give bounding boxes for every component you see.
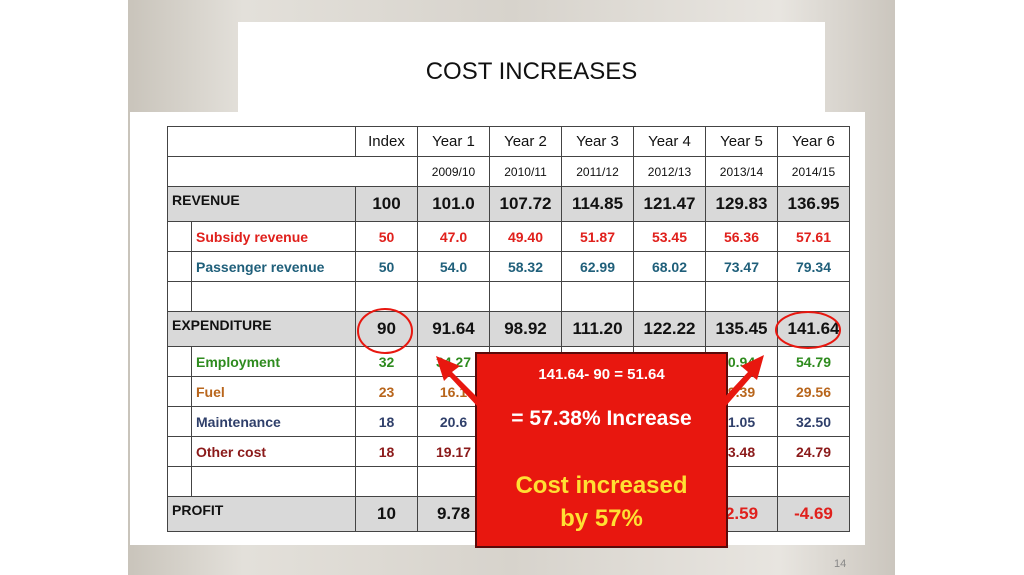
column-header: Year 3 bbox=[561, 126, 634, 157]
row-label: Other cost bbox=[191, 436, 356, 467]
date-header: 2010/11 bbox=[489, 156, 562, 187]
value-cell: 62.99 bbox=[561, 251, 634, 282]
callout-formula: 141.64- 90 = 51.64 bbox=[538, 366, 665, 383]
value-cell: 58.32 bbox=[489, 251, 562, 282]
value-cell: 32.50 bbox=[777, 406, 850, 437]
cell bbox=[705, 281, 778, 312]
cell bbox=[167, 126, 356, 157]
cell bbox=[167, 156, 418, 187]
title-area bbox=[238, 22, 825, 117]
value-cell: 47.0 bbox=[417, 221, 490, 252]
value-cell: 23 bbox=[355, 376, 418, 407]
cell bbox=[777, 466, 850, 497]
value-cell: 68.02 bbox=[633, 251, 706, 282]
column-header: Year 5 bbox=[705, 126, 778, 157]
callout-conclusion: Cost increased by 57% bbox=[477, 469, 726, 535]
value-cell: -4.69 bbox=[777, 496, 850, 532]
date-header: 2011/12 bbox=[561, 156, 634, 187]
cell bbox=[191, 281, 356, 312]
cell bbox=[561, 281, 634, 312]
value-cell: 50 bbox=[355, 251, 418, 282]
callout-box: 141.64- 90 = 51.64 = 57.38% Increase Cos… bbox=[475, 352, 728, 548]
cell bbox=[167, 376, 192, 407]
cell bbox=[167, 466, 192, 497]
value-cell: 107.72 bbox=[489, 186, 562, 222]
value-cell: 50 bbox=[355, 221, 418, 252]
value-cell: 29.56 bbox=[777, 376, 850, 407]
cell bbox=[777, 281, 850, 312]
date-header: 2014/15 bbox=[777, 156, 850, 187]
row-label: Maintenance bbox=[191, 406, 356, 437]
row-label: Fuel bbox=[191, 376, 356, 407]
cell bbox=[167, 436, 192, 467]
column-header: Year 4 bbox=[633, 126, 706, 157]
value-cell: 18 bbox=[355, 436, 418, 467]
column-header: Year 2 bbox=[489, 126, 562, 157]
value-cell: 129.83 bbox=[705, 186, 778, 222]
row-label: EXPENDITURE bbox=[167, 311, 356, 347]
table-row: REVENUE 100 101.0 107.72 114.85 121.47 129.83 1… bbox=[167, 186, 850, 222]
value-cell: 122.22 bbox=[633, 311, 706, 347]
conclusion-line: Cost increased bbox=[515, 472, 688, 499]
value-cell: 79.34 bbox=[777, 251, 850, 282]
value-cell: 32 bbox=[355, 346, 418, 377]
date-header: 2012/13 bbox=[633, 156, 706, 187]
row-label: Subsidy revenue bbox=[191, 221, 356, 252]
value-cell: 73.47 bbox=[705, 251, 778, 282]
cell bbox=[167, 346, 192, 377]
column-header: Year 6 bbox=[777, 126, 850, 157]
page-number: 14 bbox=[834, 558, 847, 570]
value-cell: 53.45 bbox=[633, 221, 706, 252]
cell bbox=[167, 406, 192, 437]
value-cell: 90 bbox=[355, 311, 418, 347]
value-cell: 57.61 bbox=[777, 221, 850, 252]
value-cell: 54.0 bbox=[417, 251, 490, 282]
row-label: REVENUE bbox=[167, 186, 356, 222]
table-row: Subsidy revenue 50 47.0 49.40 51.87 53.45 56.3… bbox=[167, 221, 850, 252]
row-label: PROFIT bbox=[167, 496, 356, 532]
value-cell: 101.0 bbox=[417, 186, 490, 222]
value-cell: 135.45 bbox=[705, 311, 778, 347]
dates-row: 2009/10 2010/11 2011/12 2012/13 2013/14 2014/… bbox=[167, 156, 850, 187]
date-header: 2009/10 bbox=[417, 156, 490, 187]
table-row: EXPENDITURE 90 91.64 98.92 111.20 122.22 135.4… bbox=[167, 311, 850, 347]
value-cell: 51.87 bbox=[561, 221, 634, 252]
value-cell: 114.85 bbox=[561, 186, 634, 222]
value-cell: 141.64 bbox=[777, 311, 850, 347]
value-cell: 111.20 bbox=[561, 311, 634, 347]
value-cell: 121.47 bbox=[633, 186, 706, 222]
cell bbox=[167, 221, 192, 252]
table-row bbox=[167, 281, 850, 312]
value-cell: 54.79 bbox=[777, 346, 850, 377]
value-cell: 136.95 bbox=[777, 186, 850, 222]
cell bbox=[417, 281, 490, 312]
cell bbox=[167, 251, 192, 282]
value-cell: 98.92 bbox=[489, 311, 562, 347]
table-row: Passenger revenue 50 54.0 58.32 62.99 68.02 73… bbox=[167, 251, 850, 282]
value-cell: 56.36 bbox=[705, 221, 778, 252]
cell bbox=[633, 281, 706, 312]
callout-increase: = 57.38% Increase bbox=[511, 407, 692, 430]
value-cell: 24.79 bbox=[777, 436, 850, 467]
column-header: Index bbox=[355, 126, 418, 157]
cell bbox=[489, 281, 562, 312]
column-header: Year 1 bbox=[417, 126, 490, 157]
value-cell: 100 bbox=[355, 186, 418, 222]
row-label: Passenger revenue bbox=[191, 251, 356, 282]
value-cell: 91.64 bbox=[417, 311, 490, 347]
cell bbox=[191, 466, 356, 497]
conclusion-line: by 57% bbox=[560, 505, 643, 532]
cell bbox=[355, 281, 418, 312]
date-header: 2013/14 bbox=[705, 156, 778, 187]
cell bbox=[355, 466, 418, 497]
slide-title: COST INCREASES bbox=[425, 58, 638, 85]
value-cell: 49.40 bbox=[489, 221, 562, 252]
value-cell: 18 bbox=[355, 406, 418, 437]
value-cell: 10 bbox=[355, 496, 418, 532]
row-label: Employment bbox=[191, 346, 356, 377]
header-row: Index Year 1 Year 2 Year 3 Year 4 Year 5 Year … bbox=[167, 126, 850, 157]
cell bbox=[167, 281, 192, 312]
